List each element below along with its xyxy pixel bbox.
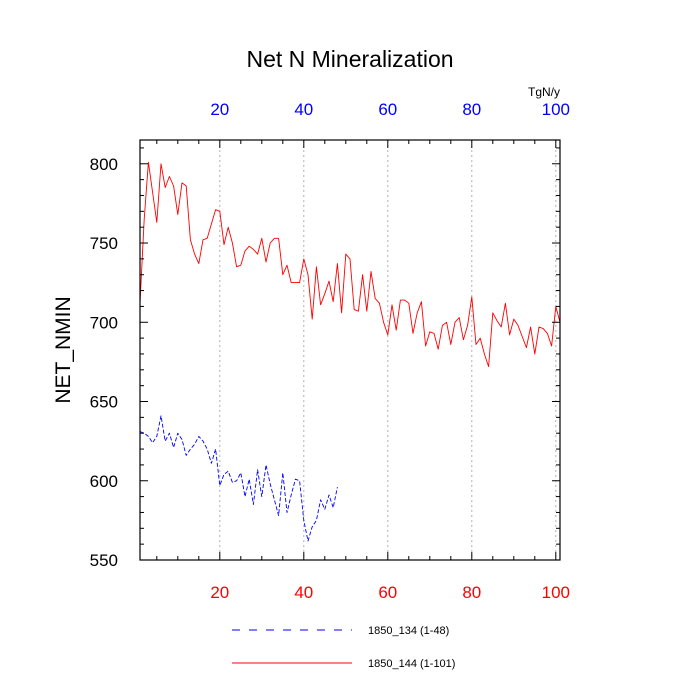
x-tick-label-top-80: 80 — [462, 100, 481, 119]
series-line-1850-134 — [139, 415, 338, 542]
y-tick-label-750: 750 — [90, 234, 118, 253]
x-tick-label-bottom-80: 80 — [462, 583, 481, 602]
series-line-1850-144 — [139, 161, 561, 368]
x-tick-label-top-40: 40 — [294, 100, 313, 119]
plot-series — [139, 161, 561, 542]
x-tick-label-bottom-20: 20 — [210, 583, 229, 602]
y-tick-label-600: 600 — [90, 472, 118, 491]
legend-label-1850-144: 1850_144 (1-101) — [368, 658, 455, 670]
x-tick-label-bottom-60: 60 — [378, 583, 397, 602]
y-tick-label-700: 700 — [90, 313, 118, 332]
axis-ticks — [140, 140, 560, 560]
chart-title: Net N Mineralization — [246, 46, 453, 72]
plot-frame — [139, 139, 561, 561]
x-tick-label-bottom-100: 100 — [542, 583, 570, 602]
legend-label-1850-134: 1850_134 (1-48) — [368, 625, 449, 637]
axis-tick-labels: 550 600 650 700 750 800 20 20 40 40 60 60 80 80 100 100 — [90, 100, 570, 602]
gridlines — [219, 140, 557, 560]
y-tick-label-800: 800 — [90, 155, 118, 174]
x-tick-label-top-100: 100 — [542, 100, 570, 119]
y-axis-label: NET_NMIN — [52, 296, 75, 403]
legend: 1850_134 (1-48) 1850_144 (1-101) — [232, 625, 455, 670]
x-tick-label-top-60: 60 — [378, 100, 397, 119]
top-axis-unit-label: TgN/y — [528, 85, 560, 99]
y-tick-label-650: 650 — [90, 393, 118, 412]
x-tick-label-bottom-40: 40 — [294, 583, 313, 602]
x-tick-label-top-20: 20 — [210, 100, 229, 119]
y-tick-label-550: 550 — [90, 551, 118, 570]
